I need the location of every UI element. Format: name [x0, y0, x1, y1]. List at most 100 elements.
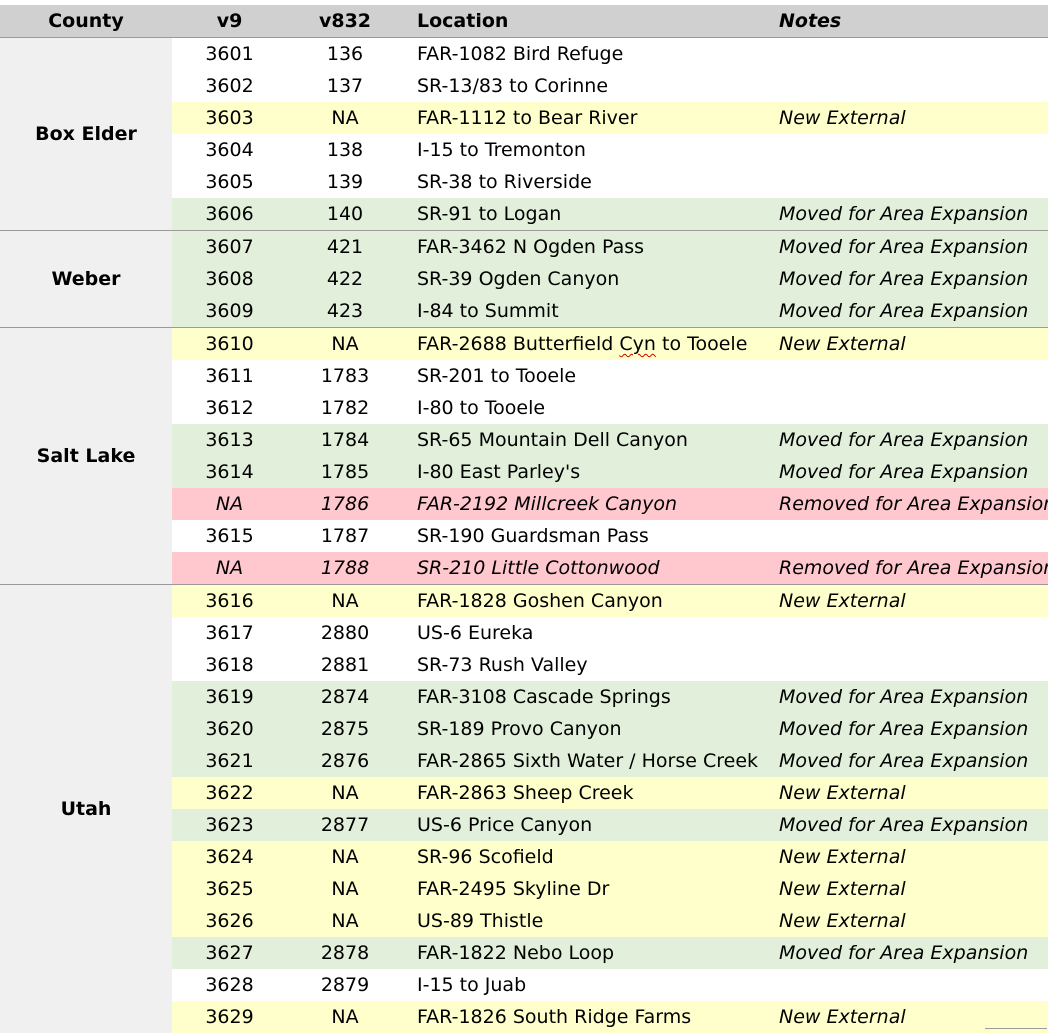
- v9-cell: 3609: [172, 295, 287, 328]
- v832-cell: 2877: [287, 809, 403, 841]
- notes-cell: Moved for Area Expansion: [765, 456, 1048, 488]
- location-cell: FAR-1822 Nebo Loop: [403, 937, 765, 969]
- notes-cell: New External: [765, 905, 1048, 937]
- location-cell: I-84 to Summit: [403, 295, 765, 328]
- location-cell: SR-91 to Logan: [403, 198, 765, 231]
- v832-cell: 1783: [287, 360, 403, 392]
- location-cell: I-80 East Parley's: [403, 456, 765, 488]
- v832-cell: NA: [287, 328, 403, 361]
- v832-cell: 2875: [287, 713, 403, 745]
- v9-cell: 3610: [172, 328, 287, 361]
- v832-cell: 138: [287, 134, 403, 166]
- notes-cell: [765, 617, 1048, 649]
- location-cell: FAR-2192 Millcreek Canyon: [403, 488, 765, 520]
- v832-cell: 1787: [287, 520, 403, 552]
- notes-cell: [765, 360, 1048, 392]
- county-cell: Utah: [0, 585, 172, 1033]
- v832-cell: 139: [287, 166, 403, 198]
- location-cell: SR-65 Mountain Dell Canyon: [403, 424, 765, 456]
- v832-cell: NA: [287, 102, 403, 134]
- location-cell: SR-189 Provo Canyon: [403, 713, 765, 745]
- v832-cell: 1784: [287, 424, 403, 456]
- v832-cell: 1786: [287, 488, 403, 520]
- v9-cell: 3622: [172, 777, 287, 809]
- notes-cell: New External: [765, 585, 1048, 618]
- notes-cell: Removed for Area Expansion: [765, 552, 1048, 585]
- notes-cell: Moved for Area Expansion: [765, 937, 1048, 969]
- v9-cell: 3616: [172, 585, 287, 618]
- notes-cell: Moved for Area Expansion: [765, 424, 1048, 456]
- v9-cell: 3621: [172, 745, 287, 777]
- v832-cell: 136: [287, 38, 403, 71]
- location-cell: FAR-3462 N Ogden Pass: [403, 231, 765, 264]
- v9-cell: 3603: [172, 102, 287, 134]
- notes-cell: [765, 392, 1048, 424]
- location-cell: FAR-2863 Sheep Creek: [403, 777, 765, 809]
- notes-cell: [765, 134, 1048, 166]
- location-cell: US-89 Thistle: [403, 905, 765, 937]
- location-cell: SR-96 Scofield: [403, 841, 765, 873]
- v9-cell: 3619: [172, 681, 287, 713]
- v832-cell: 1788: [287, 552, 403, 585]
- header-location: Location: [403, 5, 765, 38]
- location-cell: FAR-1082 Bird Refuge: [403, 38, 765, 71]
- location-cell: FAR-1826 South Ridge Farms: [403, 1001, 765, 1033]
- v832-cell: 422: [287, 263, 403, 295]
- notes-cell: Moved for Area Expansion: [765, 198, 1048, 231]
- location-cell: FAR-2688 Butterfield Cyn to Tooele: [403, 328, 765, 361]
- location-cell: US-6 Eureka: [403, 617, 765, 649]
- notes-cell: Moved for Area Expansion: [765, 263, 1048, 295]
- v9-cell: 3611: [172, 360, 287, 392]
- notes-cell: Moved for Area Expansion: [765, 713, 1048, 745]
- location-cell: SR-13/83 to Corinne: [403, 70, 765, 102]
- notes-cell: [765, 969, 1048, 1001]
- county-cell: Box Elder: [0, 38, 172, 231]
- notes-cell: Moved for Area Expansion: [765, 809, 1048, 841]
- location-cell: SR-210 Little Cottonwood: [403, 552, 765, 585]
- location-cell: FAR-2865 Sixth Water / Horse Creek: [403, 745, 765, 777]
- v832-cell: 1782: [287, 392, 403, 424]
- notes-cell: [765, 70, 1048, 102]
- v9-cell: NA: [172, 552, 287, 585]
- notes-cell: Moved for Area Expansion: [765, 681, 1048, 713]
- notes-cell: New External: [765, 328, 1048, 361]
- v9-cell: 3628: [172, 969, 287, 1001]
- notes-cell: New External: [765, 102, 1048, 134]
- location-cell: SR-201 to Tooele: [403, 360, 765, 392]
- header-county: County: [0, 5, 172, 38]
- v832-cell: 137: [287, 70, 403, 102]
- v832-cell: 2881: [287, 649, 403, 681]
- county-cell: Weber: [0, 231, 172, 328]
- v9-cell: 3605: [172, 166, 287, 198]
- v832-cell: 2880: [287, 617, 403, 649]
- notes-cell: [765, 520, 1048, 552]
- v9-cell: 3607: [172, 231, 287, 264]
- notes-cell: New External: [765, 841, 1048, 873]
- location-cell: I-15 to Tremonton: [403, 134, 765, 166]
- v9-cell: 3602: [172, 70, 287, 102]
- header-notes: Notes: [765, 5, 1048, 38]
- table-corner-line: [985, 1028, 1047, 1029]
- v9-cell: 3604: [172, 134, 287, 166]
- v9-cell: 3608: [172, 263, 287, 295]
- location-cell: FAR-1112 to Bear River: [403, 102, 765, 134]
- notes-cell: [765, 166, 1048, 198]
- v9-cell: 3615: [172, 520, 287, 552]
- v9-cell: 3606: [172, 198, 287, 231]
- location-text-part: FAR-2688 Butterfield: [417, 333, 619, 355]
- location-cell: FAR-3108 Cascade Springs: [403, 681, 765, 713]
- notes-cell: Moved for Area Expansion: [765, 745, 1048, 777]
- location-cell: FAR-1828 Goshen Canyon: [403, 585, 765, 618]
- notes-cell: New External: [765, 777, 1048, 809]
- v832-cell: 2876: [287, 745, 403, 777]
- v832-cell: 2879: [287, 969, 403, 1001]
- v9-cell: 3629: [172, 1001, 287, 1033]
- v9-cell: 3614: [172, 456, 287, 488]
- location-cell: SR-190 Guardsman Pass: [403, 520, 765, 552]
- v9-cell: 3623: [172, 809, 287, 841]
